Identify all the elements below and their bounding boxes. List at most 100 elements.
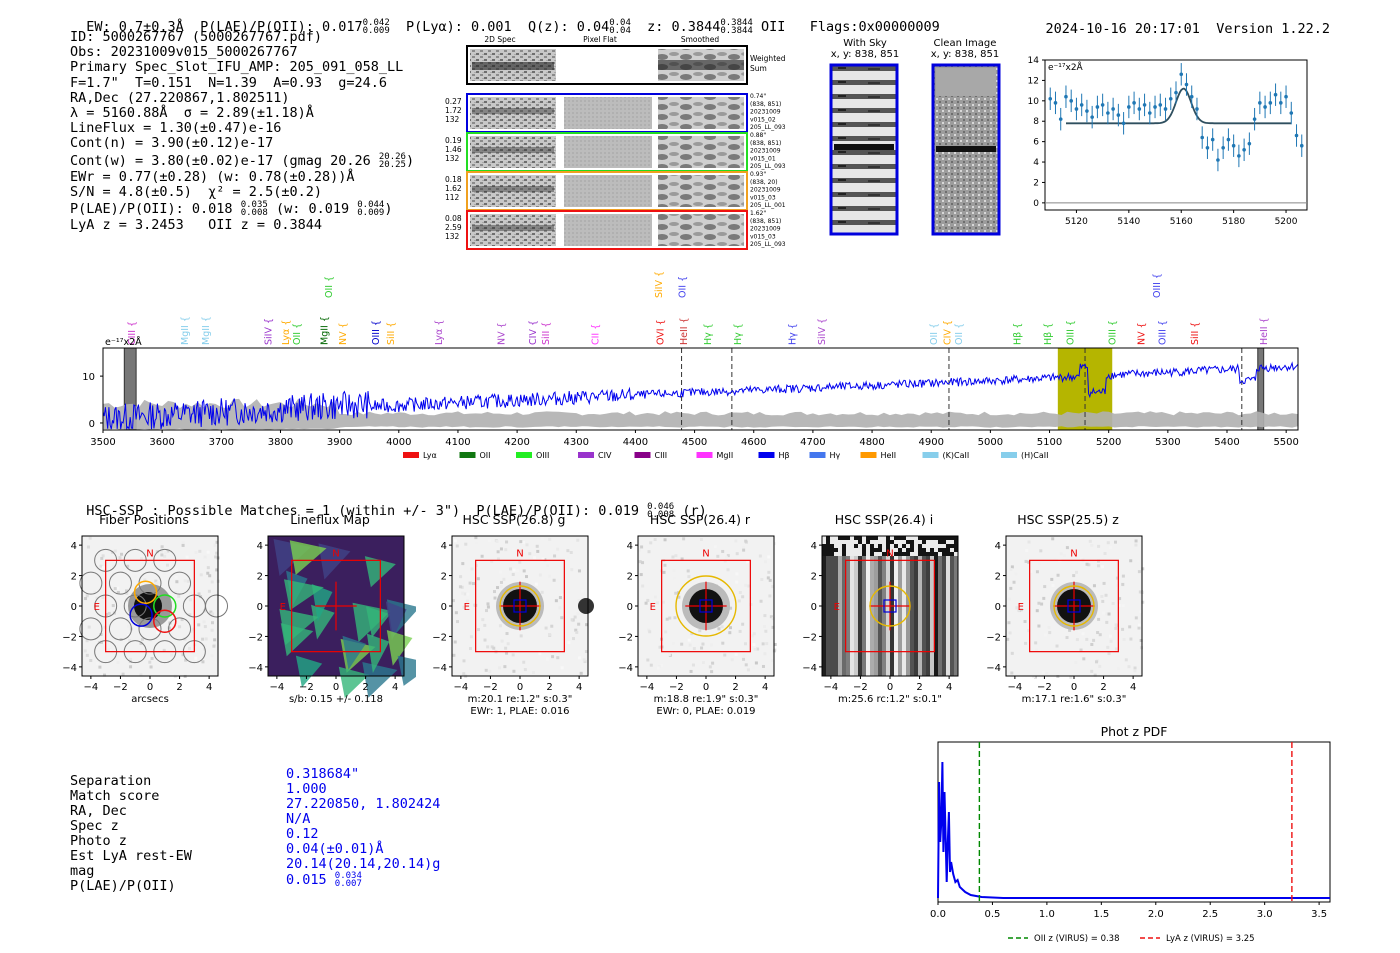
cutout-noise-pixel [698, 629, 702, 633]
line-marker: OIII { [1157, 320, 1168, 345]
zoom-data-point [1242, 147, 1246, 152]
cutout-noise-pixel [1008, 631, 1012, 635]
cutout-pixel [854, 540, 858, 544]
cutout-noise-pixel [160, 545, 164, 549]
cutout-noise-pixel [170, 653, 174, 657]
cutout-noise-pixel [95, 596, 99, 600]
line-marker: OIII { [371, 320, 382, 345]
cutout-noise-pixel [1129, 637, 1133, 641]
cutout-noise-pixel [203, 625, 207, 629]
cutout-noise-pixel [460, 585, 464, 589]
line-marker-label: SiIV { [654, 271, 665, 298]
match-label: P(LAE)/P(OII) [70, 878, 176, 894]
cutout-noise-pixel [771, 625, 775, 629]
cutout-noise-pixel [655, 601, 659, 605]
cutout-stripe [830, 536, 834, 676]
cutout-noise-pixel [461, 562, 465, 566]
zoom-data-point [1252, 117, 1257, 121]
cutout-pixel [826, 548, 830, 552]
cutout-pixel [942, 540, 946, 544]
cutout-noise-pixel [1114, 626, 1118, 630]
cutout-noise-pixel [1007, 621, 1011, 625]
cutout-noise-pixel [680, 642, 684, 646]
cutout-noise-pixel [528, 552, 532, 556]
cutout-noise-pixel [518, 549, 522, 553]
cutout-noise-pixel [518, 560, 522, 564]
cutout-north-label: N [1070, 549, 1077, 560]
cutout-stripe [826, 536, 830, 676]
cutout-flux-patch [385, 601, 407, 641]
cutout-pixel [922, 540, 926, 544]
cutout-noise-pixel [1121, 627, 1125, 631]
cutout-ytick-label: 4 [71, 541, 77, 552]
cutout-noise-pixel [717, 627, 721, 631]
photz-legend-label: LyA z (VIRUS) = 3.25 [1166, 934, 1255, 944]
cutout-noise-pixel [1104, 593, 1108, 597]
cutout-noise-pixel [546, 564, 550, 568]
cutout-noise-pixel [1103, 552, 1107, 556]
cutout-title: HSC SSP(25.5) z [1017, 512, 1119, 527]
zoom-data-point [1163, 107, 1168, 111]
info-line: LyA z = 3.2453 OII z = 0.3844 [70, 217, 322, 234]
with-sky-title-text: With Sky [843, 38, 887, 49]
zoom-data-point [1121, 121, 1126, 126]
cutout-noise-pixel [512, 568, 516, 572]
cutout-noise-pixel [536, 549, 540, 553]
zoom-data-point [1221, 145, 1225, 150]
photz-xtick-label: 2.5 [1202, 909, 1218, 920]
line-marker-label: Hγ { [733, 323, 744, 345]
cutout-noise-pixel [662, 570, 666, 574]
cutout-noise-pixel [726, 554, 730, 558]
cutout-noise-pixel [1072, 574, 1076, 578]
cutout-pixel [874, 548, 878, 552]
cutout-title: HSC SSP(26.4) r [649, 512, 751, 527]
cutout-stripe [842, 536, 846, 676]
cutout-pixel [894, 544, 898, 548]
cutout-pixel [922, 552, 926, 556]
match-label: Spec z [70, 818, 119, 834]
cutout-pixel [838, 548, 842, 552]
cutout-noise-pixel [1139, 638, 1143, 642]
line-marker: OIII { [1066, 320, 1077, 345]
cutout-noise-pixel [574, 628, 578, 632]
cutout-noise-pixel [462, 672, 466, 676]
spectrum-xtick-label: 4500 [682, 437, 707, 448]
cutout-pixel [930, 548, 934, 552]
cutout-noise-pixel [496, 586, 500, 590]
cutout-pixel [870, 544, 874, 548]
info-line: LineFlux = 1.30(±0.47)e-16 [70, 120, 282, 137]
line-marker-label: OII { [678, 276, 689, 298]
cutout-noise-pixel [453, 539, 457, 543]
cutout-noise-pixel [163, 554, 167, 558]
cutout-noise-pixel [1042, 596, 1046, 600]
cutout-pixel [946, 548, 950, 552]
cutout-noise-pixel [504, 646, 508, 650]
cutout-noise-pixel [484, 668, 488, 672]
cutout-pixel [942, 552, 946, 556]
cutout-pixel [854, 548, 858, 552]
cutout-noise-pixel [747, 584, 751, 588]
cutout-ytick-label: 2 [257, 572, 263, 583]
spec2d-row-stat: 112 [445, 193, 460, 202]
line-marker: OIII { [1152, 273, 1163, 298]
cutout-noise-pixel [556, 547, 560, 551]
cutout-east-label: E [94, 602, 100, 613]
cutout-noise-pixel [126, 564, 130, 568]
zoom-data-point [1137, 107, 1142, 111]
cutout-noise-pixel [189, 591, 193, 595]
cutout-pixel [954, 536, 958, 540]
cutout-noise-pixel [184, 658, 188, 662]
zoom-data-point [1279, 101, 1283, 105]
cutout-flux-patch [362, 661, 398, 698]
cutout-pixel [886, 548, 890, 552]
spec2d-row-trace [472, 186, 554, 192]
spectrum-xtick-label: 4700 [800, 437, 825, 448]
cutout-stripe [934, 536, 938, 676]
spectrum-xtick-label: 5500 [1273, 437, 1298, 448]
cutout-pixel [846, 552, 850, 556]
line-marker-label: Hβ { [1043, 323, 1054, 345]
fiber-circle-blue [129, 603, 153, 627]
cutout-noise-pixel [483, 623, 487, 627]
cutout-pixel [938, 536, 942, 540]
